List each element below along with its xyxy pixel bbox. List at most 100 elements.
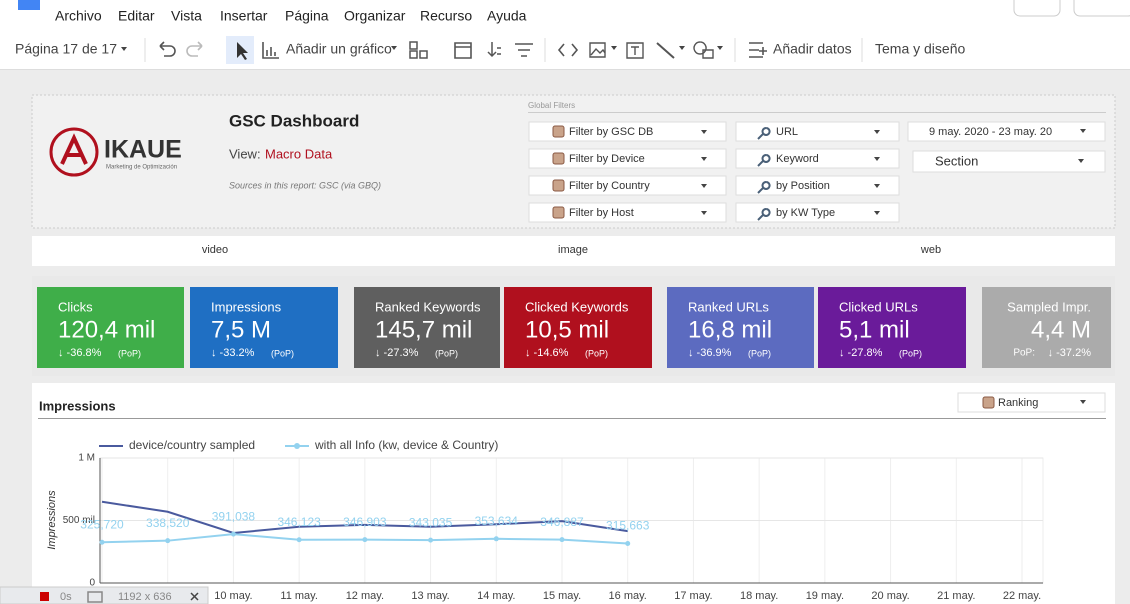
filter-icon bbox=[552, 152, 565, 165]
menu-item[interactable]: Ayuda bbox=[487, 8, 527, 24]
tab[interactable]: image bbox=[558, 244, 588, 256]
record-icon bbox=[40, 592, 49, 601]
filter-control[interactable] bbox=[528, 148, 727, 169]
chart-icon bbox=[262, 42, 279, 59]
kpi-value: 16,8 mil bbox=[688, 316, 772, 343]
point bbox=[493, 536, 499, 542]
data-label: 338,520 bbox=[146, 516, 190, 530]
kpi-card bbox=[818, 287, 966, 368]
kpi-change: ↓ -27.8% bbox=[839, 347, 883, 359]
point bbox=[625, 541, 631, 547]
undo-icon[interactable] bbox=[159, 41, 176, 57]
line-icon[interactable] bbox=[656, 42, 675, 59]
filter-control[interactable] bbox=[735, 202, 900, 223]
menu-item[interactable]: Organizar bbox=[344, 8, 406, 24]
embed-icon[interactable] bbox=[557, 43, 579, 57]
add-chart[interactable]: Añadir un gráfico bbox=[286, 41, 392, 57]
redo-icon[interactable] bbox=[186, 41, 203, 57]
x-tick-label: 11 may. bbox=[280, 590, 318, 602]
caret bbox=[1078, 159, 1084, 163]
page-selector[interactable]: Página 17 de 17 bbox=[15, 41, 117, 57]
theme[interactable]: Tema y diseño bbox=[875, 41, 965, 57]
caret bbox=[717, 46, 723, 50]
series-line bbox=[101, 500, 628, 535]
tab[interactable]: web bbox=[920, 244, 941, 256]
date-range[interactable] bbox=[907, 121, 1106, 142]
caret bbox=[121, 47, 127, 51]
close-icon[interactable] bbox=[190, 592, 199, 601]
filter-label: Filter by Host bbox=[569, 207, 634, 219]
logo-tagline: Marketing de Optimización bbox=[106, 165, 177, 171]
kpi-change: ↓ -14.6% bbox=[525, 347, 569, 359]
menu-item[interactable]: Archivo bbox=[55, 8, 102, 24]
status-bar bbox=[0, 586, 209, 604]
x-tick-label: 13 may. bbox=[411, 590, 449, 602]
image-icon[interactable] bbox=[589, 42, 606, 58]
status-size: 1192 x 636 bbox=[118, 591, 172, 603]
filter-control[interactable] bbox=[528, 202, 727, 223]
y-tick-label: 500 mil bbox=[63, 515, 95, 526]
filter-control[interactable] bbox=[528, 121, 727, 142]
add-data[interactable]: Añadir datos bbox=[773, 41, 852, 57]
key-icon bbox=[757, 154, 771, 167]
controls-icon[interactable] bbox=[409, 41, 428, 59]
data-label: 346,903 bbox=[343, 515, 387, 529]
kpi-pop: (PoP) bbox=[899, 348, 922, 358]
text-icon[interactable] bbox=[626, 42, 644, 59]
key-icon bbox=[757, 208, 771, 221]
filter-control[interactable] bbox=[735, 148, 900, 169]
menu-item[interactable]: Editar bbox=[118, 8, 155, 24]
legend-dot bbox=[294, 443, 300, 449]
filter-label: Filter by Device bbox=[569, 153, 645, 165]
x-tick-label: 18 may. bbox=[740, 590, 778, 602]
filter-label: by Position bbox=[776, 180, 830, 192]
filter-control[interactable] bbox=[735, 121, 900, 142]
x-tick-label: 21 may. bbox=[937, 590, 975, 602]
caret bbox=[611, 46, 617, 50]
point bbox=[165, 538, 171, 544]
filter-control[interactable] bbox=[735, 175, 900, 196]
filter-icon[interactable] bbox=[515, 43, 533, 57]
add-data-icon[interactable] bbox=[749, 42, 767, 58]
section-control[interactable] bbox=[912, 150, 1106, 173]
logo-text: IKAUE bbox=[104, 136, 182, 164]
caret bbox=[391, 46, 397, 50]
menu-item[interactable]: Página bbox=[285, 8, 329, 24]
data-label: 353,634 bbox=[475, 514, 519, 528]
x-tick-label: 20 may. bbox=[871, 590, 909, 602]
filter-control[interactable] bbox=[528, 175, 727, 196]
kpi-change: ↓ -36.9% bbox=[688, 347, 732, 359]
button[interactable] bbox=[1073, 0, 1130, 17]
data-label: 343,035 bbox=[409, 515, 453, 529]
caret bbox=[1080, 129, 1086, 133]
data-label: 346,887 bbox=[540, 515, 584, 529]
y-tick-label: 0 bbox=[89, 578, 95, 589]
kpi-value: 10,5 mil bbox=[525, 316, 609, 343]
data-label: 325,720 bbox=[80, 517, 124, 531]
filter-label: Filter by Country bbox=[569, 180, 650, 192]
filter-icon bbox=[552, 206, 565, 219]
kpi-card bbox=[190, 287, 338, 368]
section-text: Section bbox=[935, 153, 978, 168]
menu-item[interactable]: Recurso bbox=[420, 8, 472, 24]
caret bbox=[701, 130, 707, 134]
shape-icon[interactable] bbox=[693, 41, 714, 59]
kpi-label: Ranked Keywords bbox=[375, 299, 481, 314]
menu-item[interactable]: Vista bbox=[171, 8, 202, 24]
y-axis-title: Impressions bbox=[46, 490, 58, 550]
data-label: 315,663 bbox=[606, 519, 650, 533]
sort-icon[interactable] bbox=[487, 42, 501, 58]
kpi-value: 120,4 mil bbox=[58, 316, 155, 343]
legend-label: with all Info (kw, device & Country) bbox=[314, 438, 498, 452]
kpi-value: 145,7 mil bbox=[375, 316, 472, 343]
button[interactable] bbox=[1013, 0, 1061, 17]
dropdown[interactable] bbox=[957, 392, 1106, 413]
chart-title: Impressions bbox=[39, 398, 116, 413]
date-icon[interactable] bbox=[454, 42, 472, 59]
view-value: Macro Data bbox=[265, 146, 333, 161]
tab[interactable]: video bbox=[202, 244, 228, 256]
view-label: View: bbox=[229, 146, 261, 161]
caret bbox=[701, 157, 707, 161]
menu-item[interactable]: Insertar bbox=[220, 8, 268, 24]
caret bbox=[1080, 400, 1086, 404]
